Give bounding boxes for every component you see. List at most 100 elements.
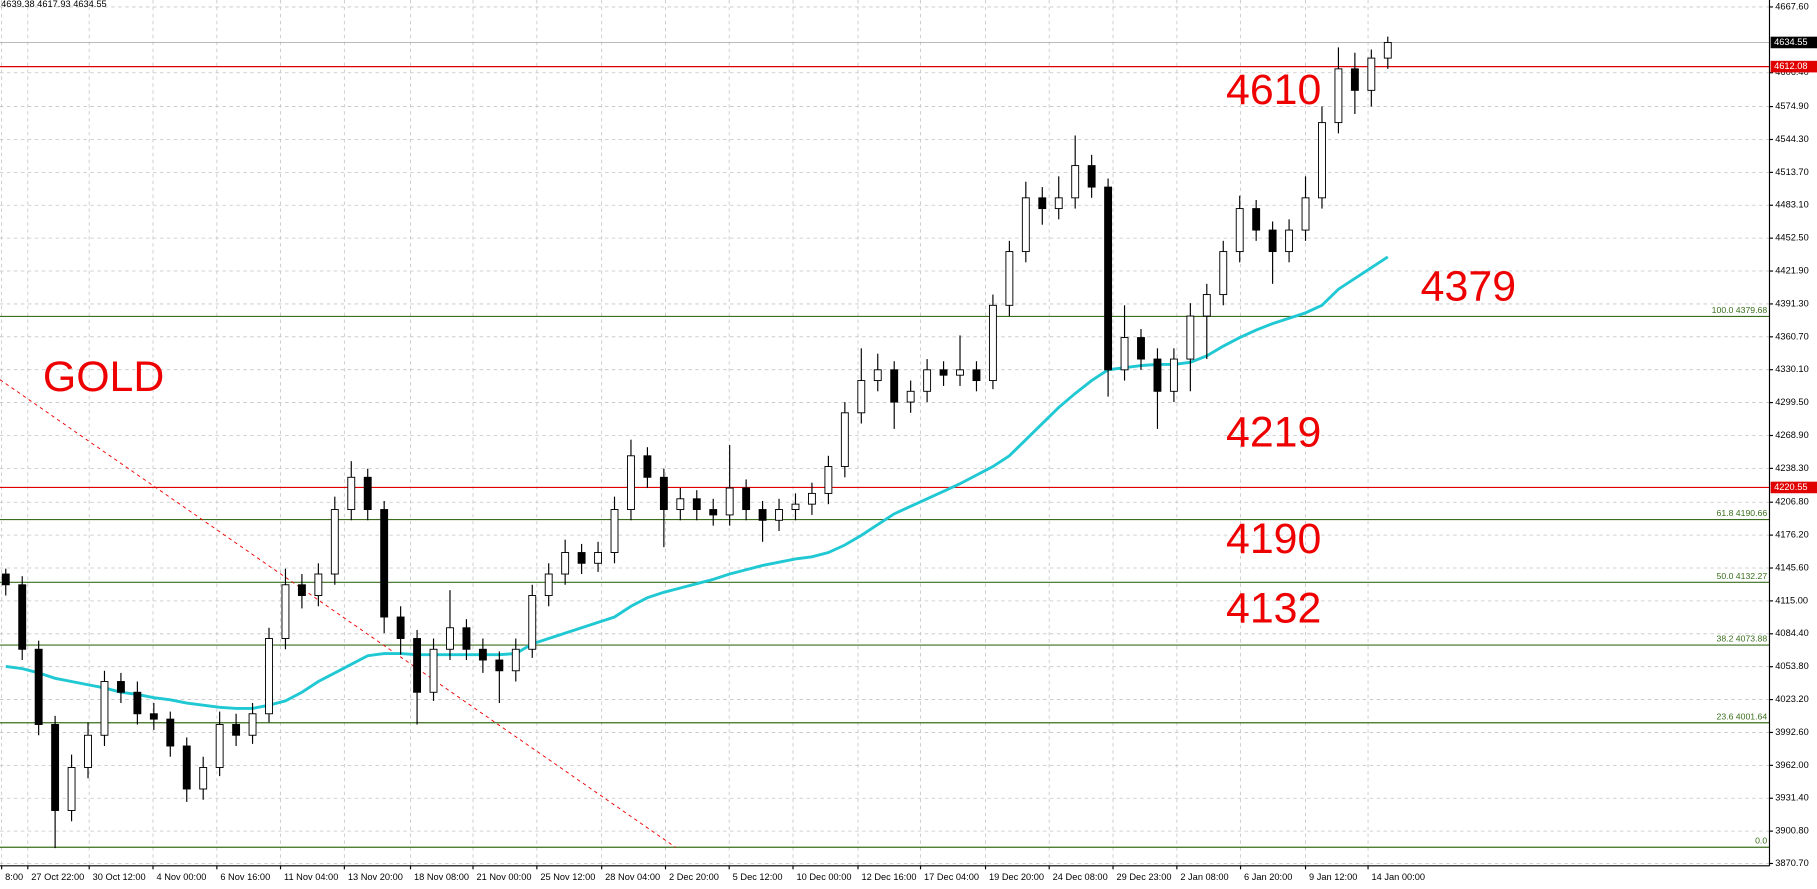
- x-tick-label: 10 Dec 00:00: [796, 872, 851, 882]
- candle-body: [1285, 229, 1294, 253]
- y-tick-label: 4360.70: [1775, 331, 1808, 341]
- candle-body: [1367, 57, 1376, 91]
- candle-body: [840, 412, 849, 468]
- candle-body: [511, 648, 520, 672]
- y-tick-label: 3962.00: [1775, 760, 1808, 770]
- x-tick-label: 8:00: [5, 872, 23, 882]
- candle-body: [133, 691, 142, 715]
- grid: [0, 0, 1770, 866]
- y-tick-label: 3900.80: [1775, 826, 1808, 836]
- y-tick-label: 4574.90: [1775, 101, 1808, 111]
- candle-body: [873, 369, 882, 382]
- candle-body: [429, 648, 438, 693]
- annotation: 4379: [1421, 263, 1516, 311]
- candle-body: [988, 304, 997, 382]
- candle-body: [166, 718, 175, 747]
- y-tick-label: 4206.80: [1775, 497, 1808, 507]
- candle-body: [528, 595, 537, 650]
- candle-body: [67, 767, 76, 811]
- candle-body: [1334, 68, 1343, 124]
- candle-body: [906, 390, 915, 403]
- x-tick-label: 13 Nov 20:00: [348, 872, 403, 882]
- y-tick-label: 3992.60: [1775, 727, 1808, 737]
- candle-body: [824, 466, 833, 494]
- candle-body: [232, 724, 241, 736]
- x-tick-label: 27 Oct 22:00: [31, 872, 84, 882]
- candle-body: [1301, 197, 1310, 231]
- y-tick-label: 4452.50: [1775, 233, 1808, 243]
- x-tick-label: 30 Oct 12:00: [93, 872, 146, 882]
- last-price-box: [1770, 36, 1817, 49]
- red-level-label: 4220.55: [1774, 482, 1807, 492]
- x-tick-label: 14 Jan 00:00: [1372, 872, 1426, 882]
- trend-line: [0, 379, 676, 848]
- y-tick-label: 4115.00: [1775, 595, 1808, 605]
- candle-body: [215, 724, 224, 768]
- annotation: 4190: [1226, 515, 1321, 563]
- x-tick-label: 12 Dec 16:00: [861, 872, 916, 882]
- x-tick-label: 11 Nov 04:00: [284, 872, 338, 882]
- candle-body: [1202, 294, 1211, 317]
- candle-body: [149, 713, 158, 720]
- y-tick-label: 4176.20: [1775, 530, 1808, 540]
- candle-body: [1071, 165, 1080, 199]
- candle-body: [1104, 186, 1113, 371]
- candle-body: [1054, 197, 1063, 210]
- candle-body: [1005, 251, 1014, 306]
- candle-body: [248, 713, 257, 736]
- candle-body: [1268, 229, 1277, 253]
- candle-body: [659, 476, 668, 511]
- candle-body: [281, 584, 290, 639]
- candle-body: [692, 498, 701, 511]
- candle-body: [577, 552, 586, 564]
- x-tick-label: 19 Dec 20:00: [989, 872, 1044, 882]
- fib-level-label: 61.8 4190.66: [1717, 508, 1768, 518]
- candle-body: [495, 659, 504, 672]
- y-tick-label: 4513.70: [1775, 167, 1808, 177]
- candle-body: [742, 487, 751, 511]
- candle-body: [923, 369, 932, 392]
- candle-body: [182, 745, 191, 790]
- levels: 100.0 4379.68 61.8 4190.66 50.0 4132.27 38.…: [0, 42, 1770, 848]
- candle-body: [34, 648, 43, 725]
- x-tick-label: 25 Nov 12:00: [540, 872, 595, 882]
- candle-body: [725, 487, 734, 516]
- candle-body: [314, 573, 323, 596]
- candle-body: [396, 616, 405, 639]
- y-tick-label: 4483.10: [1775, 200, 1808, 210]
- candle-body: [890, 369, 899, 403]
- x-tick-label: 29 Dec 23:00: [1117, 872, 1172, 882]
- candle-body: [330, 509, 339, 575]
- candle-body: [446, 627, 454, 650]
- x-tick-label: 21 Nov 00:00: [476, 872, 531, 882]
- candle-body: [939, 369, 948, 376]
- fib-level-label: 50.0 4132.27: [1717, 571, 1768, 581]
- y-tick-label: 4391.30: [1775, 298, 1808, 308]
- candle-body: [610, 509, 619, 553]
- y-tick-label: 3870.70: [1775, 858, 1808, 868]
- candle-body: [758, 509, 767, 521]
- fib-level-label: 23.6 4001.64: [1717, 711, 1768, 721]
- candle-body: [775, 509, 783, 521]
- annotations: GOLD 4610 4379 4219 4190 4132: [43, 66, 1516, 633]
- candle-body: [808, 492, 816, 505]
- y-tick-label: 4084.40: [1775, 628, 1808, 638]
- y-tick-label: 4421.90: [1775, 265, 1808, 275]
- candle-body: [676, 498, 685, 511]
- candle-body: [956, 369, 964, 376]
- candle-body: [643, 455, 652, 478]
- candle-body: [1252, 208, 1261, 231]
- candle-body: [462, 627, 471, 650]
- candle-body: [1087, 165, 1096, 188]
- candle-body: [1219, 251, 1228, 296]
- y-tick-label: 4238.30: [1775, 463, 1808, 473]
- candle-body: [1021, 197, 1030, 253]
- candle-body: [1186, 315, 1195, 360]
- x-tick-label: 24 Dec 08:00: [1053, 872, 1108, 882]
- y-tick-label: 4053.80: [1775, 661, 1808, 671]
- candle-body: [199, 767, 208, 790]
- candle-body: [116, 681, 125, 693]
- candle-body: [709, 509, 718, 516]
